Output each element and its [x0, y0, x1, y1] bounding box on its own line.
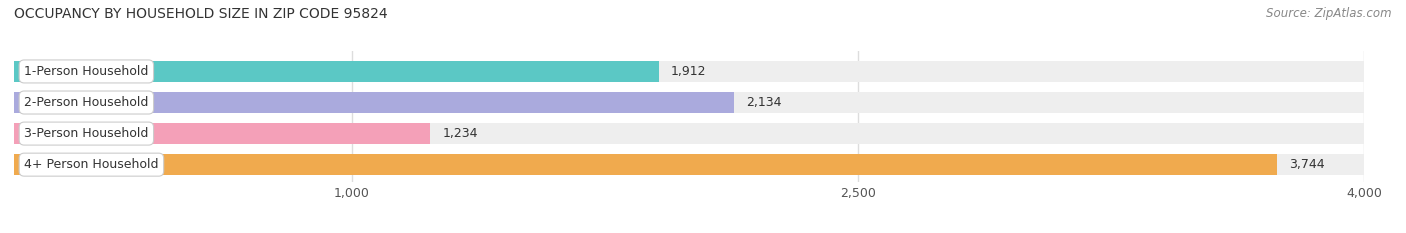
Text: 2-Person Household: 2-Person Household — [24, 96, 149, 109]
Text: OCCUPANCY BY HOUSEHOLD SIZE IN ZIP CODE 95824: OCCUPANCY BY HOUSEHOLD SIZE IN ZIP CODE … — [14, 7, 388, 21]
Text: 1-Person Household: 1-Person Household — [24, 65, 149, 78]
Bar — [14, 61, 1364, 82]
Text: 3-Person Household: 3-Person Household — [24, 127, 149, 140]
Text: Source: ZipAtlas.com: Source: ZipAtlas.com — [1267, 7, 1392, 20]
Bar — [14, 123, 1364, 144]
Text: 3,744: 3,744 — [1289, 158, 1324, 171]
Bar — [14, 123, 430, 144]
Bar — [14, 61, 659, 82]
Text: 1,234: 1,234 — [443, 127, 478, 140]
Text: 4+ Person Household: 4+ Person Household — [24, 158, 159, 171]
Text: 2,134: 2,134 — [747, 96, 782, 109]
Bar — [14, 92, 1364, 113]
Bar — [14, 154, 1278, 175]
Bar — [14, 92, 734, 113]
Text: 1,912: 1,912 — [671, 65, 707, 78]
Bar — [14, 154, 1364, 175]
